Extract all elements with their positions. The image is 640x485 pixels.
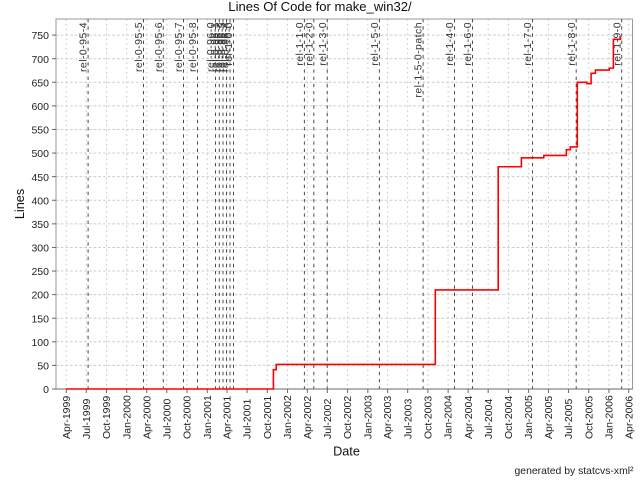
svg-text:Oct-2003: Oct-2003 [422,396,434,439]
svg-text:500: 500 [31,148,49,160]
svg-text:Jul-2001: Jul-2001 [242,399,254,439]
svg-text:rel-1-2-0: rel-1-2-0 [303,22,315,66]
svg-text:Apr-2002: Apr-2002 [302,396,314,439]
svg-text:Jul-2002: Jul-2002 [322,399,334,439]
svg-text:Apr-2006: Apr-2006 [623,396,635,439]
svg-text:rel-1-3-0: rel-1-3-0 [317,22,329,66]
svg-text:150: 150 [31,313,49,325]
svg-text:Oct-2002: Oct-2002 [342,396,354,439]
svg-text:Jan-2004: Jan-2004 [443,395,455,439]
svg-text:550: 550 [31,125,49,137]
svg-text:Apr-2003: Apr-2003 [382,396,394,439]
svg-text:450: 450 [31,172,49,184]
svg-text:Apr-2001: Apr-2001 [222,396,234,439]
svg-text:Jan-2005: Jan-2005 [523,395,535,439]
svg-text:Oct-1999: Oct-1999 [101,396,113,439]
svg-text:rel-0-95-4: rel-0-95-4 [78,22,90,72]
svg-text:rel-0-96-4: rel-0-96-4 [220,22,232,72]
svg-text:rel-0-96-1: rel-0-96-1 [209,22,221,72]
svg-text:600: 600 [31,101,49,113]
svg-text:Apr-1999: Apr-1999 [61,396,73,439]
svg-text:rel-0-95-7: rel-0-95-7 [173,22,185,72]
svg-text:Oct-2005: Oct-2005 [583,396,595,439]
svg-text:Jan-2000: Jan-2000 [121,395,133,439]
svg-text:rel-1-9-0: rel-1-9-0 [611,22,623,66]
svg-text:rel-0-95-5: rel-0-95-5 [133,22,145,72]
svg-text:rel-0-96-2: rel-0-96-2 [213,22,225,72]
svg-text:rel-0-96-3: rel-0-96-3 [216,22,228,72]
svg-text:Jul-2000: Jul-2000 [161,399,173,439]
svg-text:650: 650 [31,77,49,89]
svg-text:rel-1-0-0: rel-1-0-0 [223,22,235,66]
svg-text:rel-1-5-0: rel-1-5-0 [369,22,381,66]
svg-text:rel-0-95-6: rel-0-95-6 [153,22,165,72]
svg-text:700: 700 [31,54,49,66]
svg-text:rel-1-6-0: rel-1-6-0 [462,22,474,66]
svg-text:Oct-2001: Oct-2001 [262,396,274,439]
svg-text:250: 250 [31,266,49,278]
svg-text:rel-1-5-0-patch: rel-1-5-0-patch [413,22,425,98]
svg-text:300: 300 [31,243,49,255]
svg-text:rel-1-1-0: rel-1-1-0 [294,22,306,66]
svg-text:400: 400 [31,195,49,207]
svg-text:Jan-2006: Jan-2006 [604,395,616,439]
svg-text:Jul-2003: Jul-2003 [402,399,414,439]
svg-text:rel-1-8-0: rel-1-8-0 [566,22,578,66]
svg-text:750: 750 [31,30,49,42]
svg-text:0: 0 [43,384,49,396]
svg-text:200: 200 [31,290,49,302]
svg-text:Jan-2003: Jan-2003 [362,395,374,439]
svg-text:Apr-2004: Apr-2004 [463,396,475,439]
svg-text:Lines: Lines [13,189,27,219]
svg-text:Jan-2001: Jan-2001 [202,395,214,439]
svg-text:rel-0-95-8: rel-0-95-8 [187,22,199,72]
svg-text:Date: Date [333,445,360,459]
svg-text:rel-1-7-0: rel-1-7-0 [522,22,534,66]
svg-text:Oct-2000: Oct-2000 [182,396,194,439]
svg-text:rel-0-96-0: rel-0-96-0 [205,22,217,72]
svg-text:rel-1-4-0: rel-1-4-0 [444,22,456,66]
svg-text:350: 350 [31,219,49,231]
svg-text:50: 50 [37,361,49,373]
svg-text:Jul-2005: Jul-2005 [563,399,575,439]
svg-text:100: 100 [31,337,49,349]
svg-text:Jan-2002: Jan-2002 [282,395,294,439]
svg-text:generated by statcvs-xml²: generated by statcvs-xml² [515,466,634,477]
svg-text:Apr-2000: Apr-2000 [141,396,153,439]
svg-text:Jul-2004: Jul-2004 [483,399,495,439]
svg-text:Apr-2005: Apr-2005 [543,396,555,439]
svg-text:Jul-1999: Jul-1999 [81,399,93,439]
svg-text:Lines Of Code for make_win32/: Lines Of Code for make_win32/ [228,0,412,14]
svg-text:Oct-2004: Oct-2004 [503,396,515,439]
